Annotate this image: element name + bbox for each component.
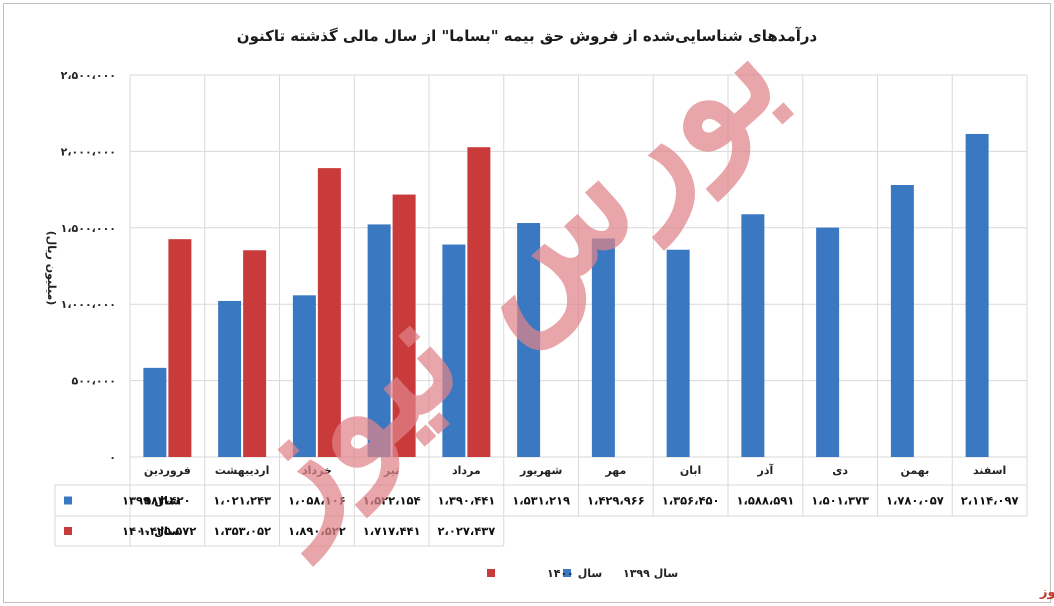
category-label: ابان <box>680 464 701 477</box>
table-cell-value: ۱،۰۲۱،۲۴۳ <box>213 494 271 508</box>
table-cell-value: ۱،۰۵۸،۱۰۶ <box>288 494 346 508</box>
bar <box>218 300 242 457</box>
table-cell-value: ۱،۵۰۱،۳۷۳ <box>811 494 869 508</box>
table-cell-value: ۱،۳۵۳،۰۵۲ <box>213 524 271 538</box>
table-series-name: سال ۱۴۰۰ <box>122 524 180 538</box>
legend: سال ۱۳۹۹ سال ۱۴۰۰ <box>487 567 678 580</box>
category-label: خرداد <box>302 464 332 477</box>
bar <box>965 133 989 457</box>
legend-key <box>563 569 571 577</box>
legend-key <box>487 569 495 577</box>
bar <box>741 214 765 457</box>
bar <box>517 223 541 457</box>
table-cell-value: ۱،۳۹۰،۴۴۱ <box>437 494 495 508</box>
category-label: دی <box>832 464 848 477</box>
table-legend-key <box>64 496 72 505</box>
brand-label: بورس نیوز <box>1039 585 1054 600</box>
category-label: مرداد <box>452 464 481 477</box>
bar <box>890 185 914 457</box>
category-label: فروردین <box>144 464 191 477</box>
bar <box>143 367 167 457</box>
y-tick-label: ۱،۰۰۰،۰۰۰ <box>61 298 116 311</box>
y-tick-label: ۲،۰۰۰،۰۰۰ <box>61 145 116 158</box>
bars: فروردین اردیبهشت خرداد تیر مرداد شهریور مهر ابا… <box>143 133 1006 477</box>
table-cell-value: ۱،۵۳۱،۲۱۹ <box>512 494 570 508</box>
category-label: اسفند <box>973 464 1006 477</box>
bar <box>467 147 491 457</box>
bar <box>816 227 840 457</box>
table-cell-value: ۱،۵۲۲،۱۵۴ <box>363 494 421 508</box>
table-legend-key <box>64 527 72 535</box>
bar <box>168 239 192 457</box>
y-tick-label: ۰ <box>109 451 116 464</box>
table-cell-value: ۱،۷۸۰،۰۵۷ <box>886 494 944 508</box>
table-cell-value: ۱،۷۱۷،۴۴۱ <box>363 524 421 538</box>
bar <box>392 194 416 457</box>
table-cell-value: ۱،۴۲۵،۵۷۲ <box>138 524 196 538</box>
table-cell-value: ۱،۴۲۹،۹۶۶ <box>587 494 645 508</box>
table-cell-value: ۲،۰۲۷،۴۳۷ <box>437 524 495 538</box>
table-cell-value: ۱،۳۵۶،۴۵۰ <box>662 494 720 508</box>
bar <box>666 249 690 457</box>
category-label: شهریور <box>519 464 562 477</box>
legend-label: سال ۱۳۹۹ <box>623 567 678 580</box>
bar <box>442 244 466 457</box>
category-label: مهر <box>604 464 626 477</box>
y-axis-label: (میلیون ریال) <box>45 231 58 306</box>
table-series-name: سال ۱۳۹۹ <box>122 494 180 508</box>
chart-title: درآمدهای شناسایی‌شده از فروش حق بیمه "بس… <box>237 27 818 45</box>
bar <box>317 168 341 457</box>
category-label: اردیبهشت <box>215 464 269 477</box>
bar <box>367 224 391 457</box>
legend-label: سال ۱۴۰۰ <box>547 567 602 580</box>
table-cell-value: ۵۸۳،۴۲۰ <box>144 494 190 508</box>
table-cell-value: ۱،۸۹۰،۵۲۲ <box>288 524 346 538</box>
bar <box>243 250 267 457</box>
y-tick-label: ۱،۵۰۰،۰۰۰ <box>61 222 116 235</box>
watermark-logo: بورس نیوز <box>193 0 813 567</box>
table-cell-value: ۱،۵۸۸،۵۹۱ <box>736 494 794 508</box>
bar <box>591 238 615 457</box>
y-tick-label: ۲،۵۰۰،۰۰۰ <box>61 69 116 82</box>
y-tick-label: ۵۰۰،۰۰۰ <box>72 375 116 388</box>
table-cell-value: ۲،۱۱۴،۰۹۷ <box>961 494 1019 508</box>
bar <box>292 295 316 457</box>
category-label: تیر <box>383 464 399 477</box>
category-label: آذر <box>757 463 774 477</box>
category-label: بهمن <box>901 464 930 477</box>
grid: ۰ ۵۰۰،۰۰۰ ۱،۰۰۰،۰۰۰ ۱،۵۰۰،۰۰۰ ۲،۰۰۰،۰۰۰ ۲،۵۰۰… <box>61 69 1028 546</box>
